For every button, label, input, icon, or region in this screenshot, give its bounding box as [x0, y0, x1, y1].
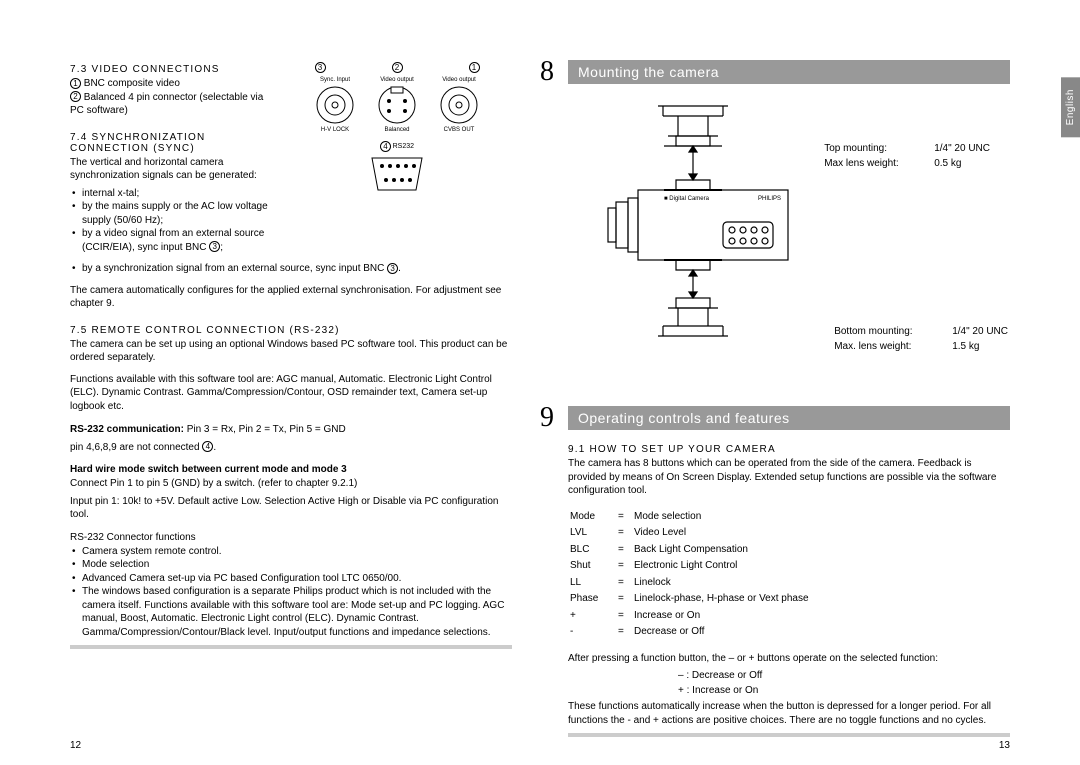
section-8-header: 8 Mounting the camera — [568, 60, 1010, 84]
circled-1: 1 — [70, 78, 81, 89]
rs232fn-2: Mode selection — [70, 558, 512, 572]
section-9-num: 9 — [540, 402, 554, 434]
section-9-title: Operating controls and features — [568, 410, 790, 426]
heading-7-3: 7.3 VIDEO CONNECTIONS — [70, 64, 270, 75]
rs232fn-3: Advanced Camera set-up via PC based Conf… — [70, 572, 512, 586]
table-row: Mode=Mode selection — [570, 510, 817, 525]
rs232fn-list: Camera system remote control. Mode selec… — [70, 545, 512, 640]
rs232fn-1: Camera system remote control. — [70, 545, 512, 559]
li-7-3-2: Balanced 4 pin connector (selectable via… — [70, 92, 263, 117]
page-number-12: 12 — [70, 740, 81, 751]
page-number-13: 13 — [999, 740, 1010, 751]
section-8-num: 8 — [540, 56, 554, 88]
table-row: +=Increase or On — [570, 609, 817, 624]
p-7-4-auto: The camera automatically configures for … — [70, 284, 512, 311]
bottom-mount-info: Bottom mounting:1/4" 20 UNC Max. lens we… — [832, 323, 1010, 355]
definitions-table: Mode=Mode selectionLVL=Video Level BLC=Ba… — [568, 508, 819, 642]
rs232fn-title: RS-232 Connector functions — [70, 532, 512, 543]
page-divider-right — [568, 733, 1010, 737]
bnc-icon-2 — [437, 83, 481, 127]
heading-7-4: 7.4 SYNCHRONIZATION CONNECTION (SYNC) — [70, 132, 270, 154]
connector-row-labels: 3 2 1 — [315, 62, 480, 73]
li-7-4-1: internal x-tal; — [70, 187, 270, 201]
p-7-5-a: The camera can be set up using an option… — [70, 338, 512, 365]
li-7-4-3: by a video signal from an external sourc… — [70, 227, 270, 254]
din-icon — [375, 83, 419, 127]
svg-text:■ Digital Camera: ■ Digital Camera — [664, 196, 710, 202]
p-7-5-b: Functions available with this software t… — [70, 373, 512, 414]
p-7-4-intro: The vertical and horizontal camera synch… — [70, 156, 270, 183]
connector-3: Sync. Input H-V LOCK — [313, 77, 357, 133]
language-tab: English — [1061, 77, 1080, 137]
circled-2: 2 — [70, 91, 81, 102]
connector-diagram: 3 2 1 Sync. Input H-V LOCK Video output … — [282, 60, 512, 254]
db9-icon — [362, 152, 432, 196]
section-7-3-7-4-wrap: 7.3 VIDEO CONNECTIONS 1 BNC composite vi… — [70, 60, 512, 254]
hardwire-a: Connect Pin 1 to pin 5 (GND) by a switch… — [70, 477, 512, 491]
section-9-header: 9 Operating controls and features — [568, 406, 1010, 430]
rs232fn-4: The windows based configuration is a sep… — [70, 585, 512, 639]
heading-9-1: 9.1 HOW TO SET UP YOUR CAMERA — [568, 444, 1010, 455]
list-7-4: internal x-tal; by the mains supply or t… — [70, 187, 270, 255]
circled-3b: 3 — [387, 263, 398, 274]
list-7-4-cont: by a synchronization signal from an exte… — [70, 262, 512, 276]
hardwire-title: Hard wire mode switch between current mo… — [70, 464, 512, 475]
p-9-1-c: These functions automatically increase w… — [568, 700, 1010, 727]
page-12: 7.3 VIDEO CONNECTIONS 1 BNC composite vi… — [0, 0, 540, 765]
heading-7-5: 7.5 REMOTE CONTROL CONNECTION (RS-232) — [70, 325, 512, 336]
circled-3a: 3 — [209, 241, 220, 252]
list-7-3: 1 BNC composite video 2 Balanced 4 pin c… — [70, 77, 270, 118]
table-row: Phase=Linelock-phase, H-phase or Vext ph… — [570, 592, 817, 607]
section-7-3-7-4-text: 7.3 VIDEO CONNECTIONS 1 BNC composite vi… — [70, 60, 270, 254]
li-7-4-4: by a synchronization signal from an exte… — [70, 262, 512, 276]
connector-1: Video output CVBS OUT — [437, 77, 481, 133]
rs232-pins: pin 4,6,8,9 are not connected 4. — [70, 441, 512, 455]
connector-row-top: Sync. Input H-V LOCK Video output Balanc… — [313, 77, 481, 133]
camera-mount-diagram: ■ Digital Camera PHILIPS — [568, 98, 828, 348]
table-row: Shut=Electronic Light Control — [570, 559, 817, 574]
p-9-1-b2: + : Increase or On — [568, 684, 1010, 699]
rs232-comm: RS-232 communication: Pin 3 = Rx, Pin 2 … — [70, 423, 512, 437]
svg-text:PHILIPS: PHILIPS — [758, 196, 781, 202]
table-row: LVL=Video Level — [570, 526, 817, 541]
li-7-4-2: by the mains supply or the AC low voltag… — [70, 200, 270, 227]
connector-4: 4 RS232 — [362, 141, 432, 196]
page-13: English 8 Mounting the camera ■ Digital … — [540, 0, 1080, 765]
section-8-title: Mounting the camera — [568, 64, 719, 80]
connector-2: Video output Balanced — [375, 77, 419, 133]
p-9-1-b1: – : Decrease or Off — [568, 669, 1010, 684]
table-row: LL=Linelock — [570, 576, 817, 591]
p-9-1-b: After pressing a function button, the – … — [568, 652, 1010, 666]
bnc-icon — [313, 83, 357, 127]
mounting-diagram-wrap: ■ Digital Camera PHILIPS — [568, 98, 1010, 348]
top-mount-info: Top mounting:1/4" 20 UNC Max lens weight… — [822, 140, 992, 172]
hardwire-b: Input pin 1: 10k! to +5V. Default active… — [70, 495, 512, 522]
li-7-3-1: BNC composite video — [84, 78, 180, 89]
p-9-1-a: The camera has 8 buttons which can be op… — [568, 457, 1010, 498]
table-row: -=Decrease or Off — [570, 625, 817, 640]
page-divider-left — [70, 645, 512, 649]
table-row: BLC=Back Light Compensation — [570, 543, 817, 558]
